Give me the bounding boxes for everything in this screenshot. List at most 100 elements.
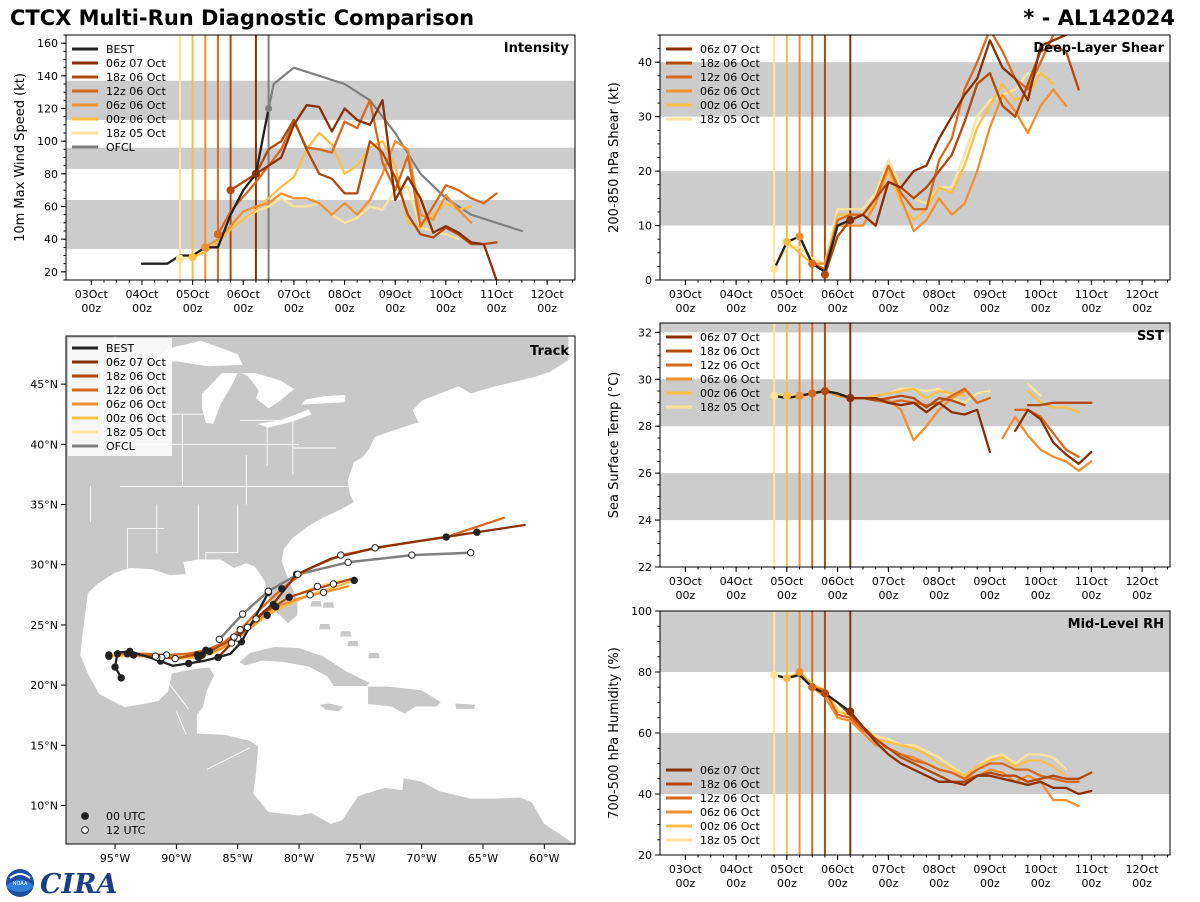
rh-init-marker — [846, 707, 855, 716]
track-run-marker — [202, 646, 210, 654]
intensity-xtick-label: 05Oct — [176, 288, 210, 301]
land-bahamas — [339, 630, 353, 638]
land-north-america — [66, 336, 575, 844]
intensity-legend-label: 12z 06 Oct — [106, 85, 166, 98]
intensity-xtick-sub: 00z — [233, 302, 253, 315]
track-ytick-label: 35°N — [30, 499, 58, 512]
panel-sst: 22242628303203Oct00z04Oct00z05Oct00z06Oc… — [607, 322, 1171, 602]
intensity-ylabel: 10m Max Wind Speed (kt) — [13, 73, 28, 242]
track-plot-area — [66, 336, 575, 844]
sst-xtick-label: 05Oct — [770, 575, 804, 588]
rh-ytick-label: 60 — [638, 727, 652, 740]
shear-threshold-band — [660, 62, 1170, 117]
lake-erie — [257, 409, 312, 428]
sst-legend-label: 00z 06 Oct — [700, 387, 760, 400]
rh-xtick-label: 10Oct — [1024, 863, 1058, 876]
track-xtick-label: 60°W — [529, 852, 559, 865]
rh-xtick-sub: 00z — [1031, 877, 1051, 890]
track-ofcl-marker — [467, 548, 475, 557]
intensity-xtick-label: 09Oct — [379, 288, 413, 301]
track-marker-legend-symbol — [81, 826, 89, 834]
sst-series — [849, 396, 992, 454]
intensity-ytick-label: 20 — [44, 266, 58, 279]
rh-xtick-sub: 00z — [726, 877, 746, 890]
track-run-marker — [105, 651, 113, 659]
rh-xtick-sub: 00z — [1081, 877, 1101, 890]
rh-legend-label: 06z 06 Oct — [700, 806, 760, 819]
sst-series-part1 — [1014, 408, 1080, 458]
shear-xtick-label: 03Oct — [669, 288, 703, 301]
track-run-marker — [329, 580, 338, 588]
shear-ytick-label: 40 — [638, 56, 652, 69]
shear-xtick-label: 07Oct — [872, 288, 906, 301]
sst-xtick-label: 12Oct — [1126, 575, 1160, 588]
cira-logo: NOAA CIRA — [4, 866, 124, 900]
sst-legend-label: 06z 07 Oct — [700, 331, 760, 344]
track-ofcl-marker — [215, 635, 224, 644]
shear-legend-label: 18z 05 Oct — [700, 113, 760, 126]
shear-series — [811, 35, 1056, 271]
track-legend-label: 12z 06 Oct — [106, 384, 166, 397]
sst-xtick-sub: 00z — [828, 589, 848, 602]
track-marker-legend-label: 00 UTC — [106, 810, 146, 823]
panel-rh: 2040608010003Oct00z04Oct00z05Oct00z06Oct… — [607, 605, 1171, 890]
shear-xtick-sub: 00z — [777, 302, 797, 315]
sst-ytick-label: 22 — [638, 561, 652, 574]
rh-panel-title: Mid-Level RH — [1068, 617, 1164, 632]
intensity-legend-label: OFCL — [106, 141, 136, 154]
track-xtick-label: 65°W — [468, 852, 498, 865]
lake-ontario — [301, 395, 346, 405]
sst-xtick-label: 08Oct — [923, 575, 957, 588]
track-legend-label: 18z 05 Oct — [106, 426, 166, 439]
sst-ytick-label: 24 — [638, 514, 652, 527]
shear-legend-label: 06z 07 Oct — [700, 43, 760, 56]
track-run-marker — [442, 533, 450, 541]
land-bahamas — [367, 652, 381, 659]
intensity-init-marker — [213, 230, 223, 239]
track-legend-label: 06z 06 Oct — [106, 398, 166, 411]
shear-init-marker — [820, 270, 830, 279]
rh-threshold-band — [660, 611, 1170, 672]
sst-xtick-sub: 00z — [726, 589, 746, 602]
map-border — [151, 660, 190, 710]
intensity-init-marker — [175, 254, 185, 263]
intensity-legend-label: BEST — [106, 43, 134, 56]
sst-ytick-label: 32 — [638, 326, 652, 339]
shear-init-marker — [846, 216, 855, 225]
map-border — [175, 711, 187, 735]
sst-threshold-band — [660, 473, 1170, 521]
sst-legend-label: 12z 06 Oct — [700, 359, 760, 372]
sst-init-marker — [808, 389, 817, 398]
rh-ytick-label: 100 — [631, 605, 652, 618]
sst-series-part1 — [1014, 408, 1093, 465]
track-series — [132, 578, 352, 660]
intensity-ytick-label: 100 — [37, 135, 58, 148]
rh-xtick-label: 03Oct — [669, 863, 703, 876]
rh-xtick-sub: 00z — [980, 877, 1000, 890]
shear-xtick-label: 08Oct — [923, 288, 957, 301]
intensity-series — [229, 118, 498, 246]
track-ofcl-marker — [408, 551, 416, 559]
track-run-marker — [337, 551, 345, 559]
track-ytick-label: 10°N — [30, 799, 58, 812]
intensity-threshold-band — [66, 80, 575, 120]
noaa-bird-icon — [9, 873, 31, 879]
track-legend-box — [68, 338, 172, 456]
shear-xtick-label: 06Oct — [821, 288, 855, 301]
sst-series-part1 — [1026, 401, 1093, 407]
land-bahamas — [346, 640, 360, 647]
intensity-panel-title: Intensity — [504, 41, 570, 56]
intensity-legend-label: 00z 06 Oct — [106, 113, 166, 126]
track-ofcl-marker — [264, 587, 273, 595]
track-best-marker — [184, 659, 193, 668]
panel-intensity: 2040608010012014016003Oct00z04Oct00z05Oc… — [13, 34, 576, 315]
shear-xtick-sub: 00z — [980, 302, 1000, 315]
intensity-series — [216, 99, 498, 236]
rh-legend-label: 18z 05 Oct — [700, 834, 760, 847]
track-run-marker — [227, 639, 236, 647]
track-run-marker — [306, 591, 314, 599]
track-ofcl-marker — [238, 610, 247, 618]
intensity-ytick-label: 80 — [44, 168, 58, 181]
rh-legend-label: 06z 07 Oct — [700, 764, 760, 777]
track-run-marker — [171, 654, 179, 663]
